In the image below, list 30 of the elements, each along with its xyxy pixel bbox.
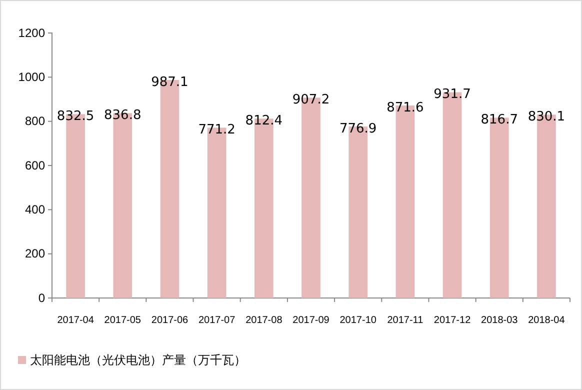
x-tick-label: 2017-08 [246,315,283,326]
x-tick-label: 2018-04 [528,315,566,326]
data-label: 931.7 [434,87,471,102]
y-tick-label: 600 [24,158,46,172]
y-tick-label: 1200 [18,26,46,40]
data-label: 830.1 [528,110,566,125]
x-tick-label: 2017-12 [434,315,472,326]
data-label: 771.2 [198,122,236,138]
x-tick-label: 2017-09 [292,315,330,326]
x-tick-label: 2017-11 [387,315,424,326]
x-tick-label: 2017-07 [198,315,236,326]
data-label: 871.6 [386,100,424,116]
data-label: 832.5 [56,109,94,124]
y-tick-label: 1000 [18,70,46,84]
x-tick-label: 2017-10 [340,315,377,326]
x-tick-label: 2017-06 [151,315,189,326]
x-tick-label: 2017-04 [57,315,94,326]
data-label: 987.1 [151,75,188,90]
y-tick-label: 200 [24,246,46,261]
x-tick-label: 2018-03 [481,315,518,326]
data-label: 776.9 [339,121,377,136]
y-tick-label: 400 [24,202,46,217]
data-label: 907.2 [292,92,330,108]
y-tick-label: 0 [38,290,46,305]
y-tick-label: 800 [24,114,46,128]
data-label: 812.4 [245,114,283,129]
data-label: 836.8 [104,108,142,124]
x-tick-label: 2017-05 [104,315,142,326]
data-label: 816.7 [480,112,518,128]
legend-label: 太阳能电池（光伏电池）产量（万千瓦） [30,353,246,367]
